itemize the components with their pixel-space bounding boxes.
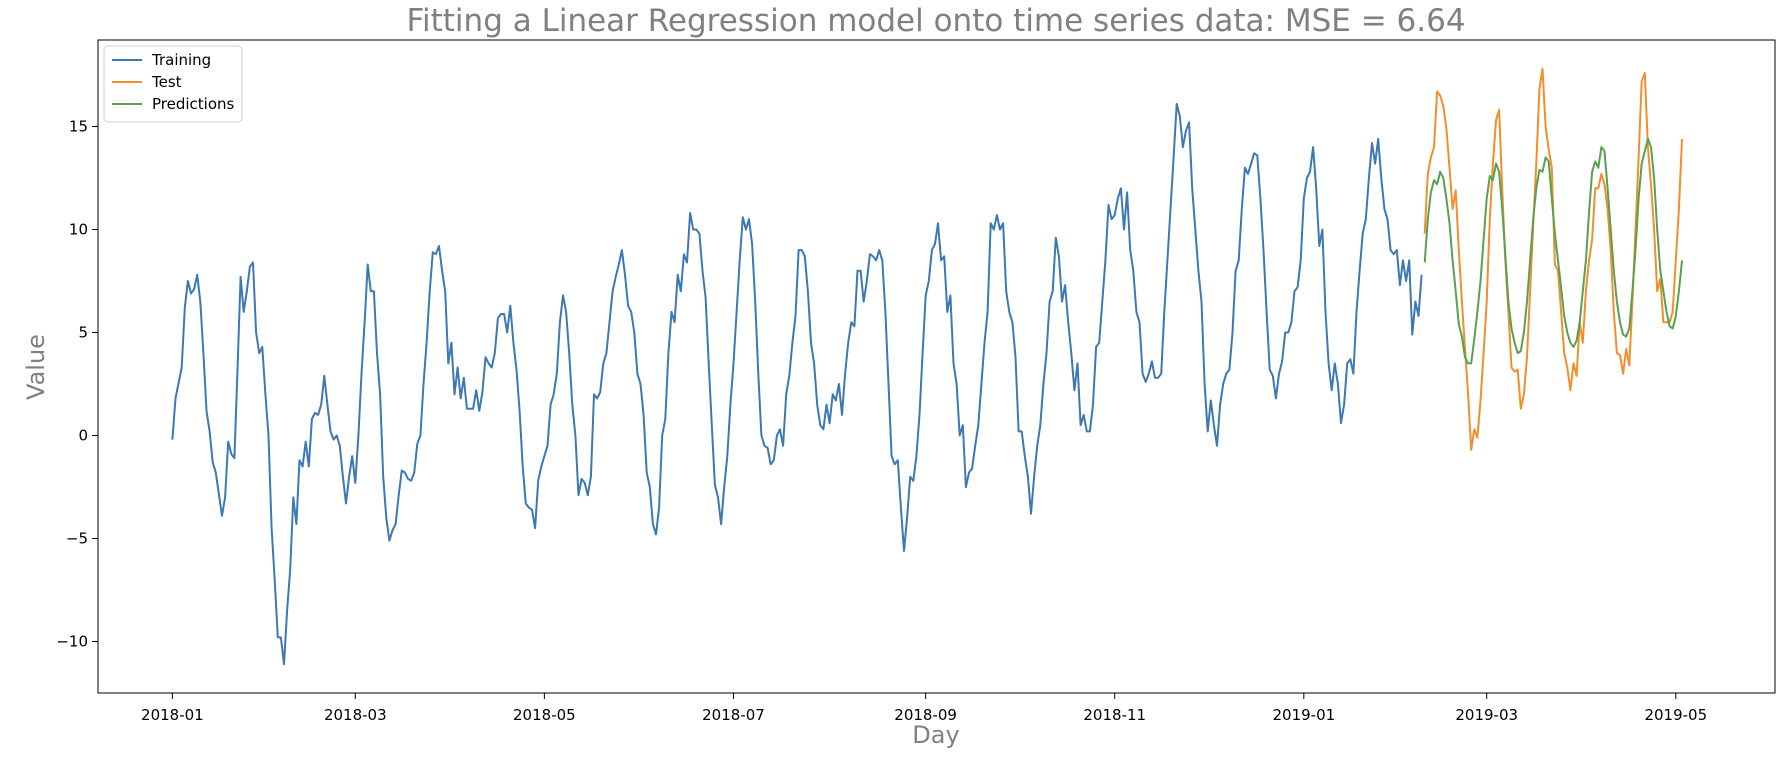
- y-tick-label: −5: [66, 530, 88, 548]
- y-tick-label: 0: [78, 427, 88, 445]
- y-tick-label: 15: [69, 118, 88, 136]
- chart-title: Fitting a Linear Regression model onto t…: [406, 3, 1465, 39]
- y-axis-label: Value: [22, 334, 50, 400]
- x-axis: 2018-01 2018-03 2018-05 2018-07 2018-09 2018-…: [141, 693, 1707, 724]
- x-tick-label: 2018-09: [894, 706, 957, 724]
- x-tick-label: 2018-11: [1083, 706, 1146, 724]
- x-tick-label: 2019-01: [1272, 706, 1335, 724]
- series-line-predictions: [1423, 137, 1683, 365]
- legend-label-test: Test: [151, 73, 182, 91]
- x-tick-label: 2018-01: [141, 706, 204, 724]
- y-tick-label: 10: [69, 221, 88, 239]
- x-tick-label: 2018-07: [702, 706, 765, 724]
- plot-frame: [97, 39, 1776, 694]
- x-tick-label: 2018-03: [324, 706, 387, 724]
- legend-label-predictions: Predictions: [152, 95, 235, 113]
- series-line-training: [171, 102, 1423, 666]
- y-tick-label: 5: [78, 324, 88, 342]
- legend-label-training: Training: [151, 51, 211, 69]
- legend: Training Test Predictions: [103, 45, 243, 123]
- x-axis-label: Day: [912, 721, 959, 749]
- x-tick-label: 2019-03: [1455, 706, 1518, 724]
- x-tick-label: 2018-05: [513, 706, 576, 724]
- x-tick-label: 2019-05: [1644, 706, 1707, 724]
- y-axis: −10 −5 0 5 10 15: [56, 118, 98, 651]
- plot-area: [171, 67, 1683, 666]
- y-tick-label: −10: [56, 633, 88, 651]
